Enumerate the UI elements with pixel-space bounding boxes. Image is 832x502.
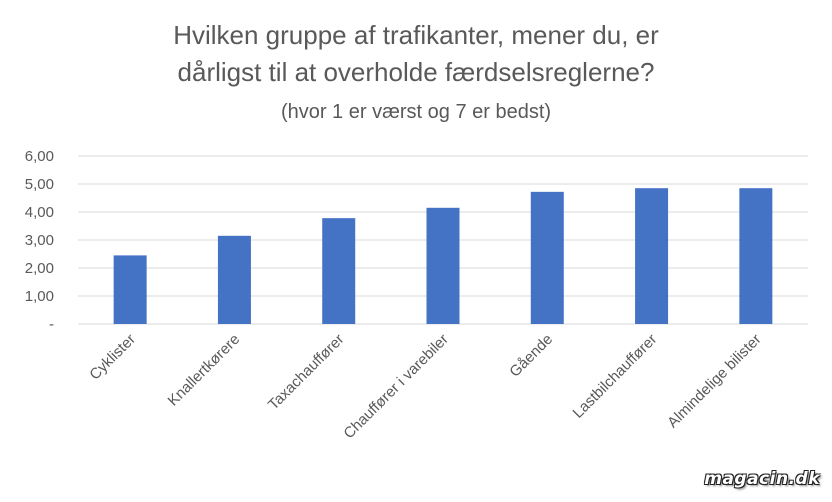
y-tick-label: 5,00 [25, 176, 54, 193]
bar [113, 255, 147, 324]
y-tick-label: - [49, 316, 54, 333]
watermark-logo: magacin.dk [704, 469, 820, 489]
y-tick-label: 1,00 [25, 288, 54, 305]
x-tick-label: Chauffører i varebiler [340, 331, 451, 442]
bars [113, 188, 773, 324]
y-axis-ticks: - 1,00 2,00 3,00 4,00 5,00 6,00 [25, 148, 54, 333]
x-tick-label: Lastbilchauffører [570, 331, 661, 422]
bar [217, 235, 251, 324]
bar [322, 218, 356, 324]
x-tick-label: Almindelige bilister [664, 331, 764, 431]
y-tick-label: 3,00 [25, 232, 54, 249]
x-tick-label: Knallertkørere [165, 331, 244, 410]
chart-subtitle: (hvor 1 er værst og 7 er bedst) [281, 101, 551, 123]
chart-title-line: Hvilken gruppe af trafikanter, mener du,… [173, 20, 659, 50]
x-tick-label: Taxachauffører [265, 331, 348, 414]
bar [635, 188, 669, 324]
y-tick-label: 4,00 [25, 204, 54, 221]
x-tick-label: Cyklister [86, 331, 139, 384]
chart-title-line: dårligst til at overholde færdselsregler… [178, 57, 655, 87]
x-axis-ticks: Cyklister Knallertkørere TaxachaufførerCha… [86, 331, 764, 442]
bar [739, 188, 773, 324]
y-tick-label: 6,00 [25, 148, 54, 165]
bar [530, 191, 564, 324]
x-tick-label: Gående [506, 331, 556, 381]
chart-title-group: Hvilken gruppe af trafikanter, mener du,… [173, 20, 659, 123]
bar [426, 207, 460, 324]
y-tick-label: 2,00 [25, 260, 54, 277]
